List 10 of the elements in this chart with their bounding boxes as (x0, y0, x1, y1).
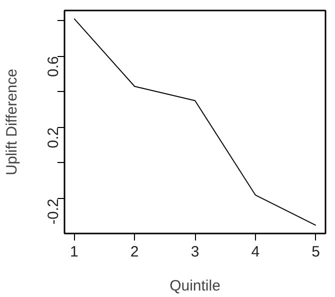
x-tick-label: 4 (251, 244, 260, 260)
x-axis-title: Quintile (170, 278, 220, 294)
y-tick-label: -0.2 (45, 198, 62, 224)
x-tick-label: 2 (130, 244, 139, 260)
x-tick-label: 1 (70, 244, 78, 260)
x-tick-label: 3 (190, 244, 200, 260)
x-tick-label: 5 (312, 244, 320, 260)
y-tick-label: 0.2 (45, 127, 62, 148)
y-tick-label: 0.6 (45, 56, 62, 77)
y-axis-title: Uplift Difference (4, 68, 20, 176)
